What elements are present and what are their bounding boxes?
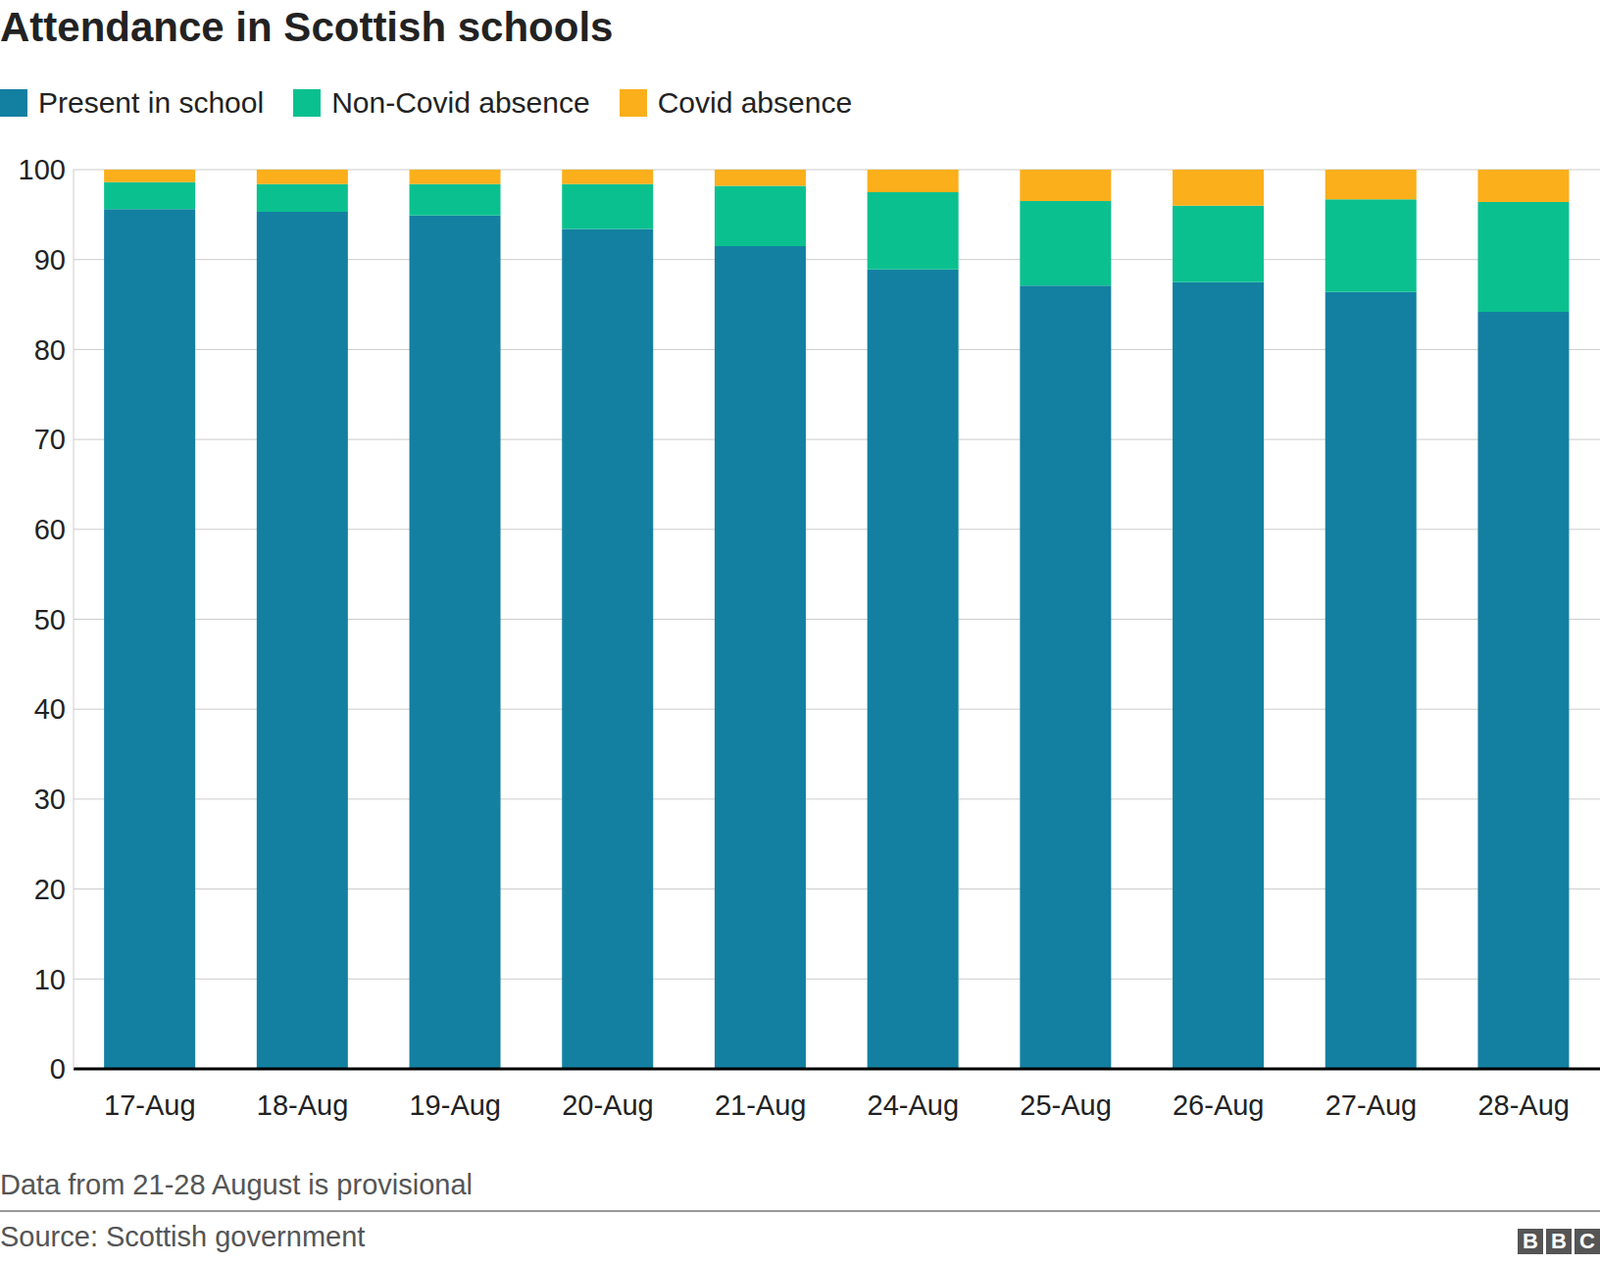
svg-text:21-Aug: 21-Aug [714,1089,807,1121]
svg-text:70: 70 [34,423,66,455]
svg-text:100: 100 [18,153,66,186]
svg-text:28-Aug: 28-Aug [1477,1089,1570,1121]
svg-text:26-Aug: 26-Aug [1172,1089,1265,1121]
svg-text:10: 10 [34,963,66,996]
svg-text:24-Aug: 24-Aug [867,1089,960,1121]
svg-text:18-Aug: 18-Aug [256,1089,350,1121]
html-text:Source: Scottish government: Source: Scottish government [0,1220,366,1252]
svg-text:25-Aug: 25-Aug [1019,1089,1112,1121]
svg-text:20: 20 [34,873,66,905]
svg-text:0: 0 [50,1052,66,1085]
svg-text:17-Aug: 17-Aug [103,1089,197,1121]
svg-text:20-Aug: 20-Aug [561,1089,654,1121]
svg-text:19-Aug: 19-Aug [408,1089,501,1121]
html-text:Attendance in Scottish schools: Attendance in Scottish schools [0,3,614,50]
svg-text:90: 90 [34,244,66,276]
svg-text:27-Aug: 27-Aug [1325,1089,1418,1121]
html-text:Non-Covid absence: Non-Covid absence [331,86,590,119]
svg-text:50: 50 [34,603,66,636]
html-text:Covid absence: Covid absence [657,86,853,119]
html-text:Data from 21-28 August is prov: Data from 21-28 August is provisional [0,1168,473,1200]
html-text:C: C [1579,1228,1595,1253]
svg-text:40: 40 [34,693,66,725]
html-text:B: B [1522,1228,1539,1253]
html-text:B: B [1550,1228,1567,1253]
svg-text:30: 30 [34,783,66,815]
html-text:Present in school: Present in school [38,86,264,119]
svg-text:60: 60 [34,513,66,546]
svg-text:80: 80 [34,334,66,366]
